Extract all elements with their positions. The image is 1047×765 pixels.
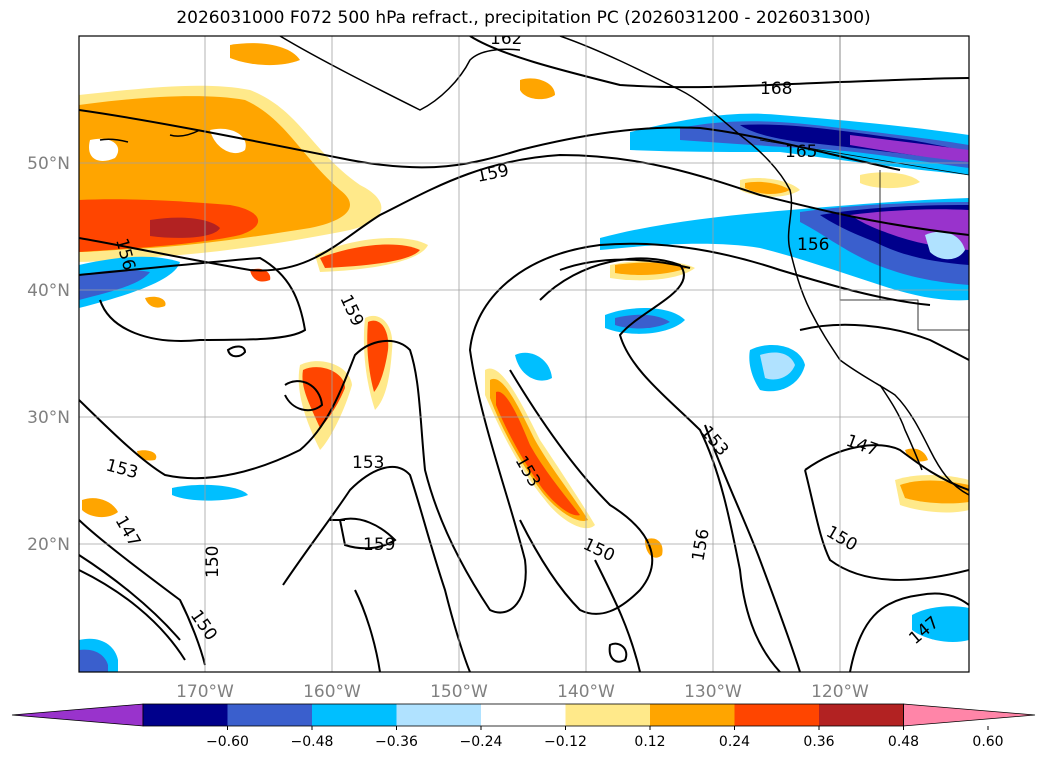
lon-label: 170°W (176, 682, 234, 702)
lon-label: 160°W (303, 682, 361, 702)
colorbar-segment (227, 704, 313, 726)
lon-label: 130°W (684, 682, 742, 702)
colorbar: −0.60 −0.48 −0.36 −0.24 −0.12 0.12 0.24 0.36 0.4… (11, 703, 1036, 750)
graticule (79, 36, 969, 672)
colorbar-tick-label: 0.60 (972, 734, 1003, 750)
colorbar-outline (142, 703, 904, 727)
contour-label: 162 (490, 29, 522, 49)
colorbar-tick-label: −0.36 (375, 734, 418, 750)
colorbar-segment (650, 704, 735, 726)
lon-label: 120°W (811, 682, 869, 702)
colorbar-tick-label: −0.12 (544, 734, 587, 750)
coastlines (99, 36, 969, 496)
colorbar-segment (734, 704, 820, 726)
precipitation-shading (79, 43, 969, 672)
contour-label: 153 (352, 453, 384, 473)
colorbar-extend-max (903, 703, 1036, 727)
lat-label: 40°N (27, 281, 70, 301)
height-contours (79, 36, 969, 672)
lat-label: 30°N (27, 408, 70, 428)
colorbar-segment (396, 704, 482, 726)
longitude-labels: 170°W 160°W 150°W 140°W 130°W 120°W (176, 682, 869, 702)
colorbar-tick-label: −0.24 (460, 734, 503, 750)
contour-label: 156 (797, 235, 829, 255)
colorbar-tick-label: −0.60 (206, 734, 249, 750)
colorbar-tick-label: 0.24 (719, 734, 750, 750)
contour-label: 159 (363, 535, 395, 555)
colorbar-tick-label: 0.48 (888, 734, 919, 750)
colorbar-tick-label: −0.48 (291, 734, 334, 750)
colorbar-extend-min (11, 703, 144, 727)
colorbar-segment (143, 704, 228, 726)
colorbar-segment (819, 704, 904, 726)
lat-label: 20°N (27, 535, 70, 555)
lat-label: 50°N (27, 154, 70, 174)
contour-label: 165 (785, 142, 817, 162)
colorbar-segment (481, 704, 566, 726)
contour-label: 150 (203, 546, 223, 578)
colorbar-segment (312, 704, 397, 726)
plot-frame (78, 35, 970, 673)
latitude-labels: 50°N 40°N 30°N 20°N (27, 154, 70, 555)
colorbar-tick-label: 0.12 (634, 734, 665, 750)
colorbar-tick-label: 0.36 (803, 734, 834, 750)
lon-label: 150°W (430, 682, 488, 702)
colorbar-segment (565, 704, 651, 726)
map-title: 2026031000 F072 500 hPa refract., precip… (176, 8, 871, 28)
contour-label: 168 (760, 79, 792, 99)
lon-label: 140°W (557, 682, 615, 702)
